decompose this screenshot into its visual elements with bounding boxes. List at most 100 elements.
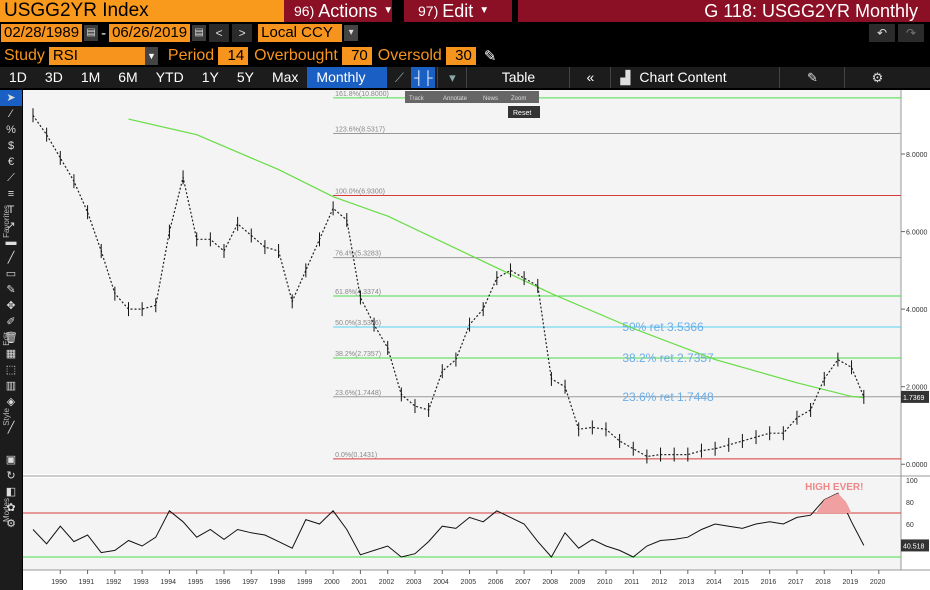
x-tick-label: 2014 (706, 579, 722, 586)
price-panel (23, 90, 901, 474)
mode-icon[interactable]: ▣ (5, 454, 17, 466)
oversold-input[interactable]: 30 (445, 46, 476, 65)
measure-tool-icon[interactable]: ↗ (6, 220, 16, 232)
cursor-icon[interactable]: ➤ (0, 90, 22, 106)
date-separator: - (101, 24, 107, 42)
chart-content-button[interactable]: Chart Content (639, 69, 727, 85)
x-tick-label: 1997 (242, 579, 258, 586)
calendar-icon[interactable]: ▤ (84, 25, 99, 41)
draw-tool-icon[interactable]: ╱ (7, 252, 15, 264)
x-tick-label: 2013 (679, 579, 695, 586)
y-tick-label: 4.0000 (906, 307, 928, 314)
ruler-tool-icon[interactable]: ▬ (5, 236, 17, 248)
style-label: Style (2, 408, 11, 426)
rsi-line (32, 492, 865, 558)
x-tick-label: 2005 (461, 579, 477, 586)
currency-dropdown-icon[interactable]: ▾ (344, 25, 359, 41)
mini-zoom[interactable]: Zoom (511, 96, 526, 102)
range-max[interactable]: Max (271, 69, 299, 85)
study-value: RSI (52, 46, 78, 64)
draw-line-icon[interactable]: ╱ (7, 422, 15, 434)
percent-tool-icon[interactable]: % (6, 124, 16, 136)
palette-icon[interactable]: ◈ (6, 396, 16, 408)
x-tick-label: 1991 (79, 579, 95, 586)
settings-mode-icon[interactable]: ⚙ (6, 518, 16, 530)
price-tool-icon[interactable]: € (7, 156, 15, 168)
line-chart-icon[interactable]: ⟋ (394, 70, 404, 85)
edit-num: 97) (418, 3, 439, 19)
range-6m[interactable]: 6M (118, 69, 138, 85)
range-5y[interactable]: 5Y (236, 69, 254, 85)
actions-menu[interactable]: 96) Actions ▼ (284, 0, 393, 22)
pencil-icon[interactable]: ✎ (483, 47, 497, 65)
end-date-field[interactable]: 06/26/2019 (109, 24, 191, 42)
last-price-value: 1.7369 (903, 395, 925, 402)
chart-type-dropdown-icon[interactable]: ▾ (449, 70, 456, 85)
rsi-last-value: 40.518 (903, 543, 925, 550)
reset-button-bg[interactable] (508, 106, 540, 118)
browse-icon[interactable]: ◧ (5, 486, 17, 498)
fib-level-label: 123.6%(8.5317) (335, 126, 385, 133)
overbought-input[interactable]: 70 (341, 46, 372, 65)
next-period-button[interactable]: > (232, 24, 253, 42)
edit-menu[interactable]: 97) Edit ▼ (404, 0, 512, 22)
x-tick-label: 2004 (433, 579, 449, 586)
reset-button[interactable]: Reset (513, 110, 531, 117)
range-ytd[interactable]: YTD (155, 69, 184, 85)
retracement-annotation: 38.2% ret 2.7357 (622, 351, 714, 365)
mini-annotate[interactable]: Annotate (443, 96, 468, 102)
fib-level-label: 100.0%(6.9300) (335, 189, 385, 196)
frequency-select[interactable]: Monthly ▼ (307, 67, 388, 106)
style-tool-icon[interactable]: ▦ (5, 348, 17, 360)
line-tool-icon[interactable]: ∕ (10, 108, 12, 120)
calendar-icon[interactable]: ▤ (192, 25, 207, 41)
start-date-field[interactable]: 02/28/1989 (1, 24, 83, 42)
currency-select[interactable]: Local CCY (258, 24, 343, 42)
brush-tool-icon[interactable]: ✐ (6, 316, 16, 328)
x-tick-label: 2002 (379, 579, 395, 586)
study-label: Study (4, 46, 45, 64)
x-tick-label: 2007 (515, 579, 531, 586)
mini-news[interactable]: News (483, 96, 498, 102)
dropdown-icon[interactable]: ▼ (144, 46, 158, 65)
favorites-label: Favorites (2, 205, 11, 238)
undo-button[interactable]: ↶ (869, 24, 895, 42)
lock-tool-icon[interactable]: ⬚ (5, 364, 17, 376)
range-1y[interactable]: 1Y (201, 69, 219, 85)
edit-side-label: Edit (2, 332, 11, 346)
x-tick-label: 2017 (788, 579, 804, 586)
x-tick-label: 2003 (406, 579, 422, 586)
prev-period-button[interactable]: < (209, 24, 230, 42)
range-3d[interactable]: 3D (44, 69, 63, 85)
color-icon[interactable]: ✿ (6, 502, 16, 514)
collapse-button[interactable]: « (586, 69, 595, 85)
range-1d[interactable]: 1D (9, 69, 27, 85)
retracement-annotation: 50% ret 3.5366 (622, 320, 704, 334)
table-button[interactable]: Table (501, 69, 536, 85)
pen-tool-icon[interactable]: ✎ (6, 284, 16, 296)
channel-tool-icon[interactable]: ≡ (7, 188, 15, 200)
study-select[interactable]: RSI ▼ (48, 46, 158, 65)
mini-track[interactable]: Track (409, 96, 425, 102)
text-tool-icon[interactable]: T (7, 204, 15, 216)
fib-level-label: 61.8%(4.3374) (335, 289, 381, 296)
period-input[interactable]: 14 (218, 46, 249, 65)
dollar-tool-icon[interactable]: $ (7, 140, 15, 152)
grid-tool-icon[interactable]: ▥ (5, 380, 17, 392)
left-toolbar: ➤ ∕ % $ € ⟋ ≡ T ↗ ▬ ╱ ▭ ✎ ✥ ✐ 🗑 ▦ ⬚ ▥ ◈ … (0, 90, 22, 590)
edit-chart-icon[interactable]: ✎ (806, 70, 818, 85)
bar-chart-icon[interactable]: ┤├ (411, 67, 436, 88)
x-tick-label: 2011 (624, 579, 639, 586)
redo-button[interactable]: ↷ (898, 24, 924, 42)
trend-tool-icon[interactable]: ⟋ (7, 172, 15, 184)
range-1m[interactable]: 1M (80, 69, 101, 85)
move-tool-icon[interactable]: ✥ (6, 300, 16, 312)
gear-icon[interactable]: ⚙ (871, 70, 884, 85)
trash-icon[interactable]: 🗑 (4, 332, 18, 344)
y-tick-label: 0.0000 (906, 462, 928, 469)
study-bar: Study RSI ▼ Period 14 Overbought 70 Over… (0, 45, 930, 66)
ticker-field[interactable]: USGG2YR Index (0, 0, 284, 22)
refresh-icon[interactable]: ↻ (6, 470, 16, 482)
eraser-tool-icon[interactable]: ▭ (5, 268, 17, 280)
chart-area[interactable]: 161.8%(10.8000) 123.6%(8.5317) 100.0%(6.93… (23, 90, 930, 590)
